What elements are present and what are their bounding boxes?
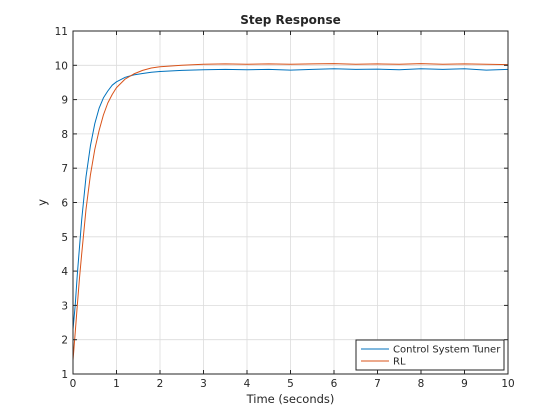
legend-label-control-system-tuner: Control System Tuner	[393, 345, 501, 356]
x-tick-label: 1	[113, 378, 120, 390]
y-axis-title: y	[35, 199, 49, 206]
series-line-rl	[72, 63, 509, 361]
x-tick-label: 7	[374, 378, 381, 390]
x-tick-label: 0	[70, 378, 77, 390]
y-tick-label: 3	[61, 300, 68, 312]
y-tick-label: 9	[61, 95, 68, 107]
chart-title: Step Response	[240, 13, 340, 27]
x-tick-label: 2	[157, 378, 164, 390]
x-tick-label: 6	[331, 378, 338, 390]
x-tick-label: 9	[461, 378, 468, 390]
x-tick-label: 8	[418, 378, 425, 390]
x-tick-label: 5	[287, 378, 294, 390]
y-tick-label: 10	[55, 60, 68, 72]
plot-lines	[72, 63, 509, 361]
x-tick-label: 3	[200, 378, 207, 390]
y-tick-label: 8	[61, 129, 68, 141]
y-tick-label: 11	[55, 26, 68, 38]
y-tick-label: 2	[61, 335, 68, 347]
legend-label-rl: RL	[393, 357, 406, 368]
legend-box	[355, 339, 505, 371]
y-tick-label: 1	[61, 369, 68, 381]
x-tick-label: 10	[501, 378, 514, 390]
y-tick-label: 7	[61, 163, 68, 175]
x-tick-label: 4	[244, 378, 251, 390]
y-tick-label: 4	[61, 266, 68, 278]
y-tick-label: 6	[61, 198, 68, 210]
legend: Control System Tuner RL	[355, 339, 505, 371]
series-line-control-system-tuner	[72, 68, 509, 330]
x-axis-title: Time (seconds)	[246, 392, 335, 406]
y-tick-label: 5	[61, 232, 68, 244]
